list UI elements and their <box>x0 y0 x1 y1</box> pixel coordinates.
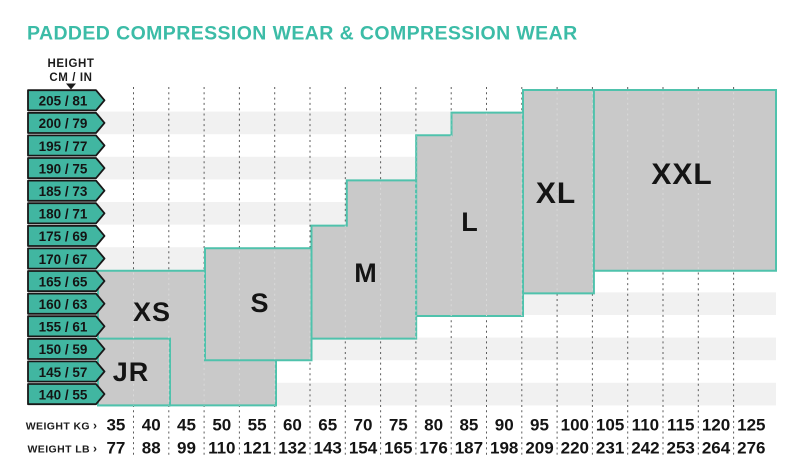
height-tag <box>27 247 106 270</box>
weight-kg-value: 50 <box>212 416 231 435</box>
size-region-xxl <box>592 89 777 272</box>
down-arrow-icon <box>66 83 76 90</box>
size-label-l: L <box>461 207 479 237</box>
weight-kg-value: 85 <box>459 416 478 435</box>
height-tag <box>27 157 106 180</box>
height-tag-label: 170 / 67 <box>39 252 88 267</box>
weight-kg-value: 105 <box>596 416 624 435</box>
height-tag-label: 160 / 63 <box>39 297 88 312</box>
height-tag-label: 205 / 81 <box>39 94 88 109</box>
size-label-xs: XS <box>133 297 171 327</box>
page-title: PADDED COMPRESSION WEAR & COMPRESSION WE… <box>27 23 578 45</box>
height-tag <box>27 134 106 157</box>
height-tag <box>27 111 106 134</box>
weight-kg-value: 110 <box>632 416 659 435</box>
weight-kg-value: 80 <box>424 416 443 435</box>
height-tag <box>27 89 106 112</box>
weight-lb-value: 77 <box>106 439 125 458</box>
height-tag-label: 200 / 79 <box>39 116 88 131</box>
weight-lb-value: 132 <box>278 439 306 458</box>
height-tag-label: 150 / 59 <box>39 342 88 357</box>
weight-kg-value: 65 <box>318 416 337 435</box>
weight-kg-value: 55 <box>248 416 267 435</box>
height-tags: 205 / 81 200 / 79 195 / 77 190 / 75 185 / 73… <box>27 89 106 406</box>
weight-lb-value: 187 <box>455 439 483 458</box>
weight-kg-value: 35 <box>106 416 125 435</box>
weight-kg-value: 45 <box>177 416 196 435</box>
weight-kg-value: 60 <box>283 416 302 435</box>
height-tag <box>27 360 106 383</box>
weight-lb-value: 220 <box>561 439 589 458</box>
height-tag-label: 165 / 65 <box>39 274 88 289</box>
height-tag <box>27 337 106 360</box>
weight-lb-value: 143 <box>314 439 342 458</box>
weight-lb-values: 77 88 99 110 121 132 143 154 165 176 187 198 209 220 2… <box>106 439 765 458</box>
size-region-s <box>204 247 313 362</box>
height-tag-label: 140 / 55 <box>39 387 88 402</box>
weight-kg-label: WEIGHT KG <box>26 421 90 433</box>
weight-kg-value: 95 <box>530 416 549 435</box>
weight-kg-values: 35 40 45 50 55 60 65 70 75 80 85 90 95 100 105 110 115 12… <box>106 416 765 435</box>
height-tag-label: 190 / 75 <box>39 161 88 176</box>
weight-lb-arrow-icon: › <box>93 442 97 456</box>
weight-kg-arrow-icon: › <box>93 419 97 433</box>
height-tag-label: 155 / 61 <box>39 320 88 335</box>
height-tag-label: 180 / 71 <box>39 207 88 222</box>
height-tag <box>27 292 106 315</box>
weight-lb-value: 88 <box>142 439 161 458</box>
size-label-m: M <box>354 258 378 288</box>
weight-lb-value: 276 <box>737 439 765 458</box>
height-tag-label: 175 / 69 <box>39 229 88 244</box>
size-regions <box>97 89 777 407</box>
weight-kg-value: 75 <box>389 416 408 435</box>
weight-lb-value: 253 <box>667 439 695 458</box>
weight-lb-label: WEIGHT LB <box>27 444 90 456</box>
height-tag <box>27 315 106 338</box>
weight-lb-value: 176 <box>419 439 447 458</box>
weight-lb-value: 110 <box>208 439 235 458</box>
size-label-s: S <box>250 288 269 318</box>
height-tag-label: 145 / 57 <box>39 365 88 380</box>
height-tag <box>27 224 106 247</box>
weight-lb-value: 209 <box>525 439 553 458</box>
weight-kg-value: 100 <box>561 416 589 435</box>
weight-lb-value: 165 <box>384 439 412 458</box>
size-label-xl: XL <box>536 177 576 210</box>
height-axis-label-line2: CM / IN <box>49 72 92 84</box>
height-tag-label: 185 / 73 <box>39 184 88 199</box>
weight-lb-value: 242 <box>631 439 659 458</box>
weight-lb-value: 231 <box>596 439 624 458</box>
weight-lb-value: 121 <box>243 439 271 458</box>
size-label-jr: JR <box>113 357 150 387</box>
weight-lb-value: 198 <box>490 439 518 458</box>
height-tag <box>27 202 106 225</box>
height-tag <box>27 179 106 202</box>
weight-lb-value: 99 <box>177 439 196 458</box>
weight-lb-value: 264 <box>702 439 731 458</box>
size-label-xxl: XXL <box>651 158 712 191</box>
size-labels: JR XS S M L XL XXL <box>113 158 712 387</box>
height-tag-label: 195 / 77 <box>39 139 88 154</box>
weight-kg-value: 90 <box>495 416 514 435</box>
weight-kg-value: 40 <box>142 416 161 435</box>
height-tag <box>27 270 106 293</box>
weight-kg-value: 125 <box>737 416 765 435</box>
weight-kg-value: 120 <box>702 416 730 435</box>
height-axis-label-line1: HEIGHT <box>47 58 94 70</box>
size-region-jr <box>97 337 171 407</box>
weight-kg-value: 115 <box>667 416 694 435</box>
weight-kg-value: 70 <box>354 416 373 435</box>
weight-lb-value: 154 <box>349 439 378 458</box>
height-tag <box>27 383 106 406</box>
size-region-xl <box>522 89 595 295</box>
